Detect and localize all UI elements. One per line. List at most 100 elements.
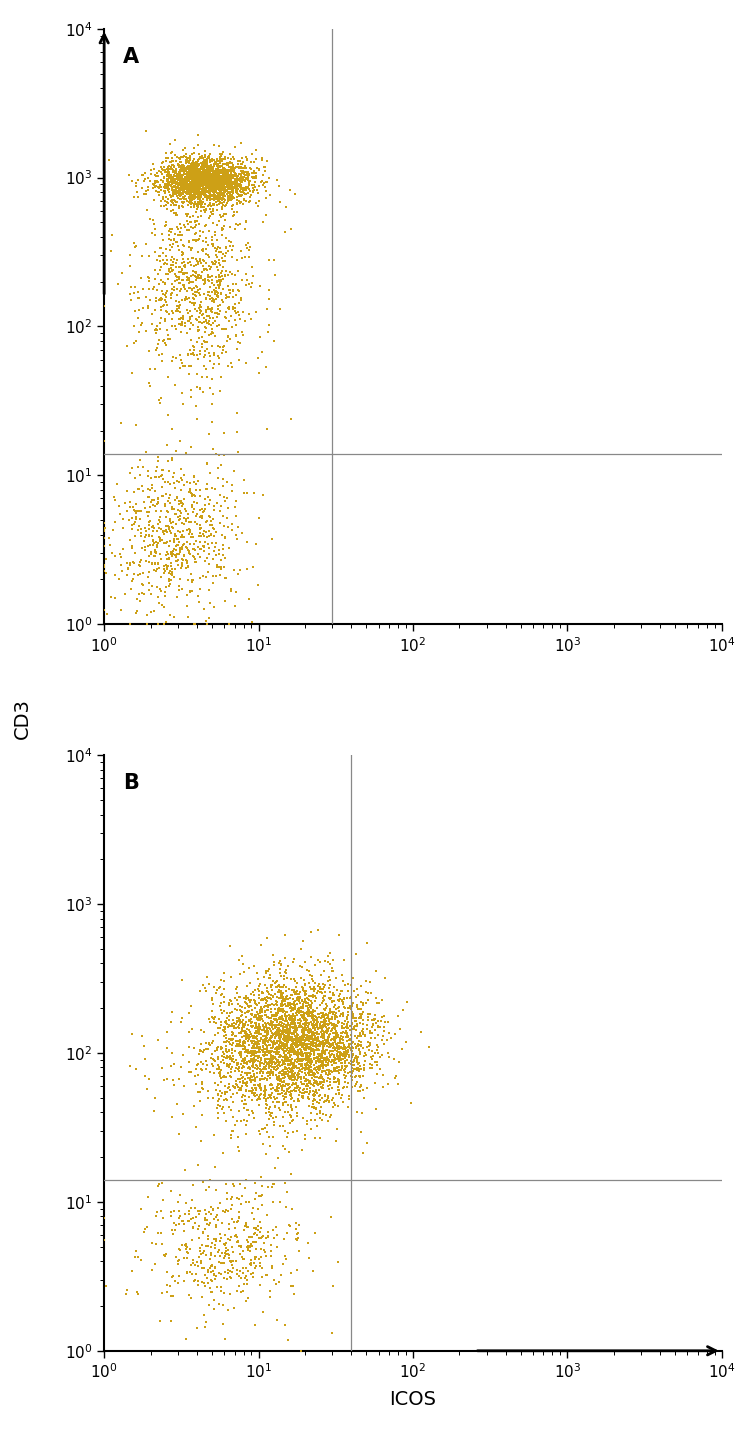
Point [152,1174,164,1197]
Point [163,460,175,483]
Point [210,168,222,191]
Point [158,175,170,198]
Point [187,484,199,507]
Point [238,170,250,193]
Point [204,172,216,195]
Point [198,165,210,188]
Point [207,517,219,540]
Point [202,1272,214,1295]
Point [179,188,191,211]
Point [248,177,260,200]
Point [165,185,177,208]
Point [267,1036,279,1059]
Point [160,149,172,172]
Point [317,1033,329,1056]
Point [227,158,239,181]
Point [199,165,211,188]
Point [237,1038,249,1061]
Point [250,1049,262,1072]
Point [210,167,222,190]
Point [342,1016,354,1039]
Point [290,1056,302,1079]
Point [128,552,140,575]
Point [183,1200,195,1223]
Point [272,1049,283,1072]
Point [147,535,159,558]
Point [189,174,201,197]
Point [165,194,177,217]
Point [225,279,237,302]
Point [240,1168,252,1191]
Point [187,162,199,185]
Point [187,526,199,549]
Point [198,180,210,203]
Point [149,299,161,322]
Point [173,155,185,178]
Point [194,185,206,208]
Point [287,1036,299,1059]
Point [187,283,199,306]
Point [286,1058,298,1081]
Point [336,1002,348,1025]
Point [142,460,154,483]
Point [315,1045,327,1068]
Point [198,1038,210,1061]
Point [282,1030,294,1053]
Point [205,318,217,341]
Point [183,1036,195,1059]
Point [206,157,218,180]
Point [168,537,180,560]
Point [194,376,206,399]
Point [211,1106,223,1129]
Point [318,1027,330,1050]
Point [293,1056,305,1079]
Point [157,295,169,318]
Point [183,174,195,197]
Point [183,174,195,197]
Point [185,165,196,188]
Point [312,1059,324,1082]
Point [187,177,199,200]
Point [160,543,172,566]
Point [219,168,231,191]
Point [313,1033,325,1056]
Point [180,172,192,195]
Point [262,1226,274,1249]
Point [237,1086,248,1109]
Point [199,171,211,194]
Point [259,1081,271,1104]
Point [311,1071,323,1094]
Point [241,148,253,171]
Point [185,1286,196,1309]
Point [242,167,254,190]
Point [260,1058,272,1081]
Point [175,170,187,193]
Point [211,175,222,198]
Point [279,1101,291,1124]
Point [208,525,220,547]
Point [282,1026,294,1049]
Point [227,145,239,168]
Point [235,171,247,194]
Point [206,987,218,1010]
Point [293,1009,305,1032]
Point [286,1004,298,1027]
Point [309,1071,321,1094]
Point [319,973,331,996]
Point [339,1043,350,1066]
Point [187,180,199,203]
Point [283,1045,295,1068]
Point [254,1073,266,1096]
Point [247,1035,259,1058]
Point [176,155,187,178]
Point [194,187,206,210]
Point [309,1027,321,1050]
Point [179,170,190,193]
Point [332,1078,344,1101]
Point [214,272,225,295]
Point [214,204,225,227]
Point [188,180,200,203]
Point [287,1027,299,1050]
Point [212,158,224,181]
Point [321,1039,333,1062]
